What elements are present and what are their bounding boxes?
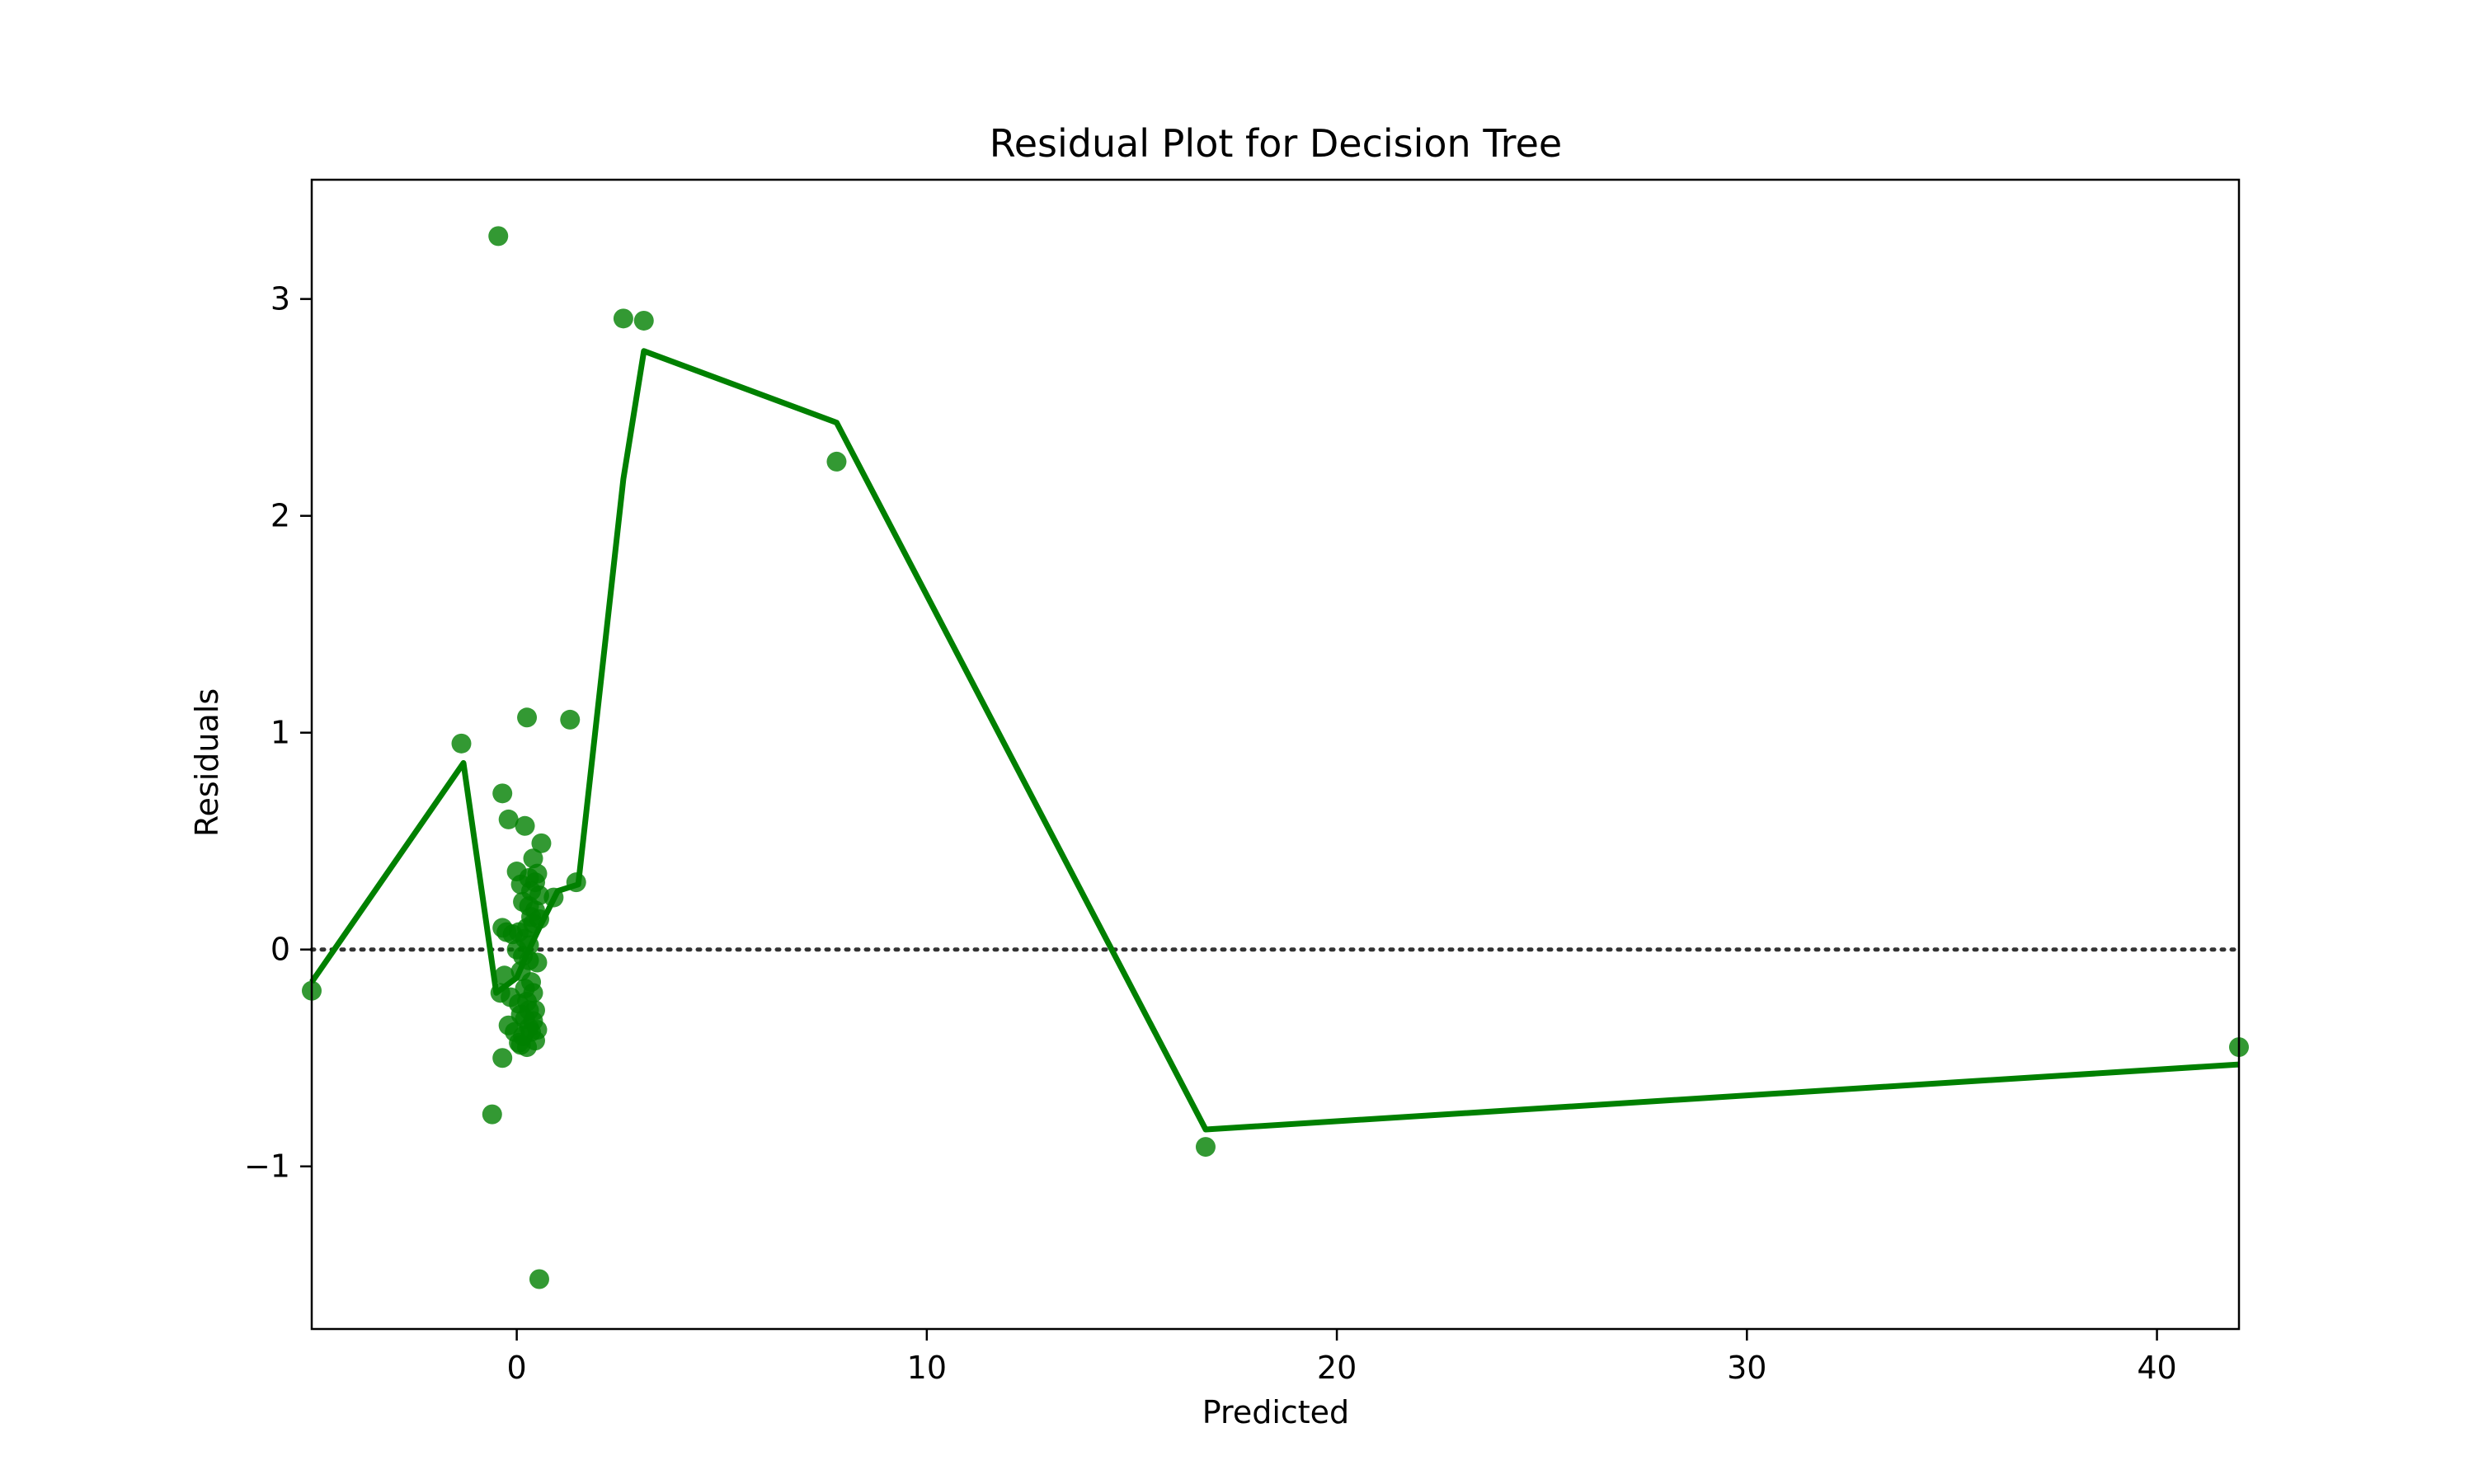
residual-point xyxy=(482,1104,502,1125)
residual-point xyxy=(498,809,519,829)
residual-point xyxy=(527,952,548,973)
residual-point xyxy=(523,848,543,869)
y-axis-label: Residuals xyxy=(189,688,225,837)
x-tick-label: 40 xyxy=(2137,1350,2176,1386)
y-tick-label: 1 xyxy=(270,715,290,751)
residual-point xyxy=(527,1020,548,1040)
residual-point xyxy=(1195,1137,1216,1158)
plot-area xyxy=(302,226,2249,1289)
axis-ticks: 0 10 20 30 40 −1 0 1 2 3 xyxy=(244,281,2177,1386)
residual-point xyxy=(517,707,538,728)
residual-point xyxy=(488,226,509,247)
residual-point xyxy=(492,1048,513,1068)
residual-point xyxy=(451,733,472,754)
residual-point xyxy=(633,310,654,331)
residual-point xyxy=(531,833,552,853)
x-tick-label: 20 xyxy=(1317,1350,1357,1386)
y-tick-label: 0 xyxy=(270,932,290,968)
residual-point xyxy=(560,709,581,730)
residual-point xyxy=(613,308,633,329)
residual-point xyxy=(529,1269,549,1289)
x-tick-label: 30 xyxy=(1727,1350,1766,1386)
plot-frame xyxy=(310,178,2241,1331)
x-axis-label: Predicted xyxy=(1202,1394,1349,1430)
residual-point xyxy=(509,1032,529,1053)
residual-point xyxy=(515,815,535,836)
trend-line xyxy=(309,348,2240,1133)
y-tick-label: −1 xyxy=(244,1148,290,1185)
residual-point xyxy=(498,1015,519,1036)
residual-point xyxy=(826,451,847,472)
y-tick-label: 2 xyxy=(270,498,290,534)
x-tick-label: 0 xyxy=(507,1350,527,1386)
residual-point xyxy=(492,783,513,804)
y-tick-label: 3 xyxy=(270,281,290,317)
x-tick-label: 10 xyxy=(907,1350,947,1386)
residual-point xyxy=(521,907,542,928)
chart-title: Residual Plot for Decision Tree xyxy=(990,121,1562,166)
